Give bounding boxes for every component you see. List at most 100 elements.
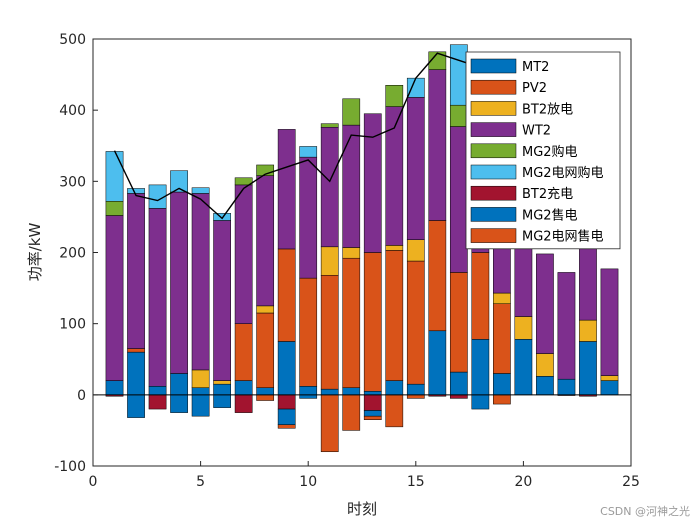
- bar-segment: [170, 191, 188, 374]
- bar-segment: [363, 113, 382, 253]
- bar-segment: [342, 387, 361, 396]
- y-tick-label: 200: [59, 246, 86, 262]
- bar-segment: [105, 380, 124, 396]
- bar-segment: [299, 277, 318, 387]
- bar-segment: [600, 380, 619, 396]
- bar-segment: [449, 44, 468, 106]
- legend-label: MT2: [522, 60, 549, 75]
- legend-swatch: [470, 79, 517, 95]
- bar-segment: [428, 220, 447, 332]
- x-tick-label: 15: [407, 474, 425, 490]
- bar-segment: [471, 339, 490, 396]
- bar-segment: [557, 378, 576, 396]
- bar-segment: [406, 97, 425, 240]
- bar-segment: [406, 260, 425, 385]
- bar-segment: [385, 250, 404, 381]
- bar-segment: [579, 319, 597, 342]
- bar-segment: [428, 51, 447, 70]
- bar-segment: [449, 104, 468, 127]
- y-axis-label: 功率/kW: [26, 223, 44, 282]
- bar-segment: [299, 394, 318, 399]
- bar-segment: [234, 394, 253, 413]
- legend: MT2 PV2 BT2放电 WT2 MG2购电 MG2电网购电 BT2充电 MG2售电 MG2电…: [465, 51, 621, 250]
- bar-segment: [256, 305, 275, 314]
- bar-segment: [277, 408, 296, 425]
- bar-segment: [449, 126, 468, 273]
- bar-segment: [127, 348, 145, 353]
- x-tick-label: 5: [196, 474, 205, 490]
- bar-segment: [557, 272, 576, 380]
- y-tick-label: 100: [59, 317, 86, 333]
- bar-segment: [234, 184, 253, 324]
- bar-segment: [148, 394, 167, 410]
- bar-segment: [256, 175, 275, 307]
- bar-segment: [471, 394, 490, 410]
- bar-segment: [579, 341, 597, 396]
- x-axis-label: 时刻: [347, 500, 377, 518]
- bar-segment: [277, 248, 296, 342]
- legend-swatch: [470, 143, 517, 159]
- legend-label: MG2电网购电: [522, 165, 604, 181]
- bar-segment: [600, 375, 619, 381]
- bar-segment: [213, 394, 231, 408]
- bars-layer: [105, 44, 619, 453]
- bar-segment: [299, 386, 318, 396]
- bar-segment: [406, 239, 425, 262]
- bar-segment: [105, 201, 124, 216]
- bar-segment: [213, 383, 231, 396]
- bar-segment: [127, 188, 145, 194]
- bar-segment: [256, 394, 275, 401]
- x-tick-label: 25: [622, 474, 640, 490]
- bar-segment: [363, 394, 382, 411]
- legend-label: WT2: [522, 124, 551, 139]
- bar-segment: [148, 184, 167, 209]
- bar-segment: [385, 245, 404, 251]
- bar-segment: [277, 424, 296, 429]
- bar-segment: [148, 386, 167, 396]
- bar-segment: [170, 373, 188, 396]
- bar-segment: [471, 252, 490, 340]
- bar-segment: [320, 246, 339, 276]
- bar-segment: [342, 124, 361, 248]
- bar-segment: [493, 303, 511, 374]
- y-tick-label: 300: [59, 174, 86, 190]
- bar-segment: [406, 77, 425, 98]
- watermark: CSDN @河神之光: [600, 504, 690, 518]
- y-tick-label: 0: [77, 388, 86, 404]
- bar-segment: [449, 272, 468, 373]
- bar-segment: [256, 312, 275, 388]
- bar-segment: [105, 215, 124, 381]
- bar-segment: [536, 253, 554, 354]
- bar-segment: [342, 394, 361, 431]
- bar-segment: [191, 193, 210, 371]
- bar-segment: [363, 415, 382, 420]
- bar-segment: [213, 380, 231, 385]
- bar-segment: [493, 394, 511, 405]
- bar-segment: [277, 129, 296, 250]
- bar-segment: [342, 247, 361, 259]
- bar-segment: [342, 98, 361, 126]
- bar-segment: [234, 323, 253, 381]
- bar-segment: [170, 394, 188, 413]
- bar-segment: [363, 391, 382, 396]
- bar-segment: [385, 394, 404, 428]
- x-tick-label: 10: [299, 474, 317, 490]
- bar-segment: [148, 208, 167, 387]
- bar-segment: [320, 394, 339, 453]
- bar-segment: [320, 126, 339, 248]
- bar-segment: [170, 170, 188, 193]
- bar-segment: [514, 339, 533, 396]
- bar-segment: [449, 394, 468, 399]
- x-tick-label: 0: [89, 474, 98, 490]
- bar-segment: [536, 376, 554, 396]
- legend-swatch: [470, 207, 517, 222]
- bar-segment: [428, 69, 447, 221]
- x-tick-label: 20: [514, 474, 532, 490]
- bar-segment: [320, 123, 339, 128]
- bar-segment: [493, 373, 511, 396]
- legend-label: PV2: [522, 81, 547, 96]
- legend-swatch: [470, 228, 517, 243]
- legend-label: BT2放电: [522, 102, 573, 117]
- y-tick-label: -100: [54, 459, 86, 475]
